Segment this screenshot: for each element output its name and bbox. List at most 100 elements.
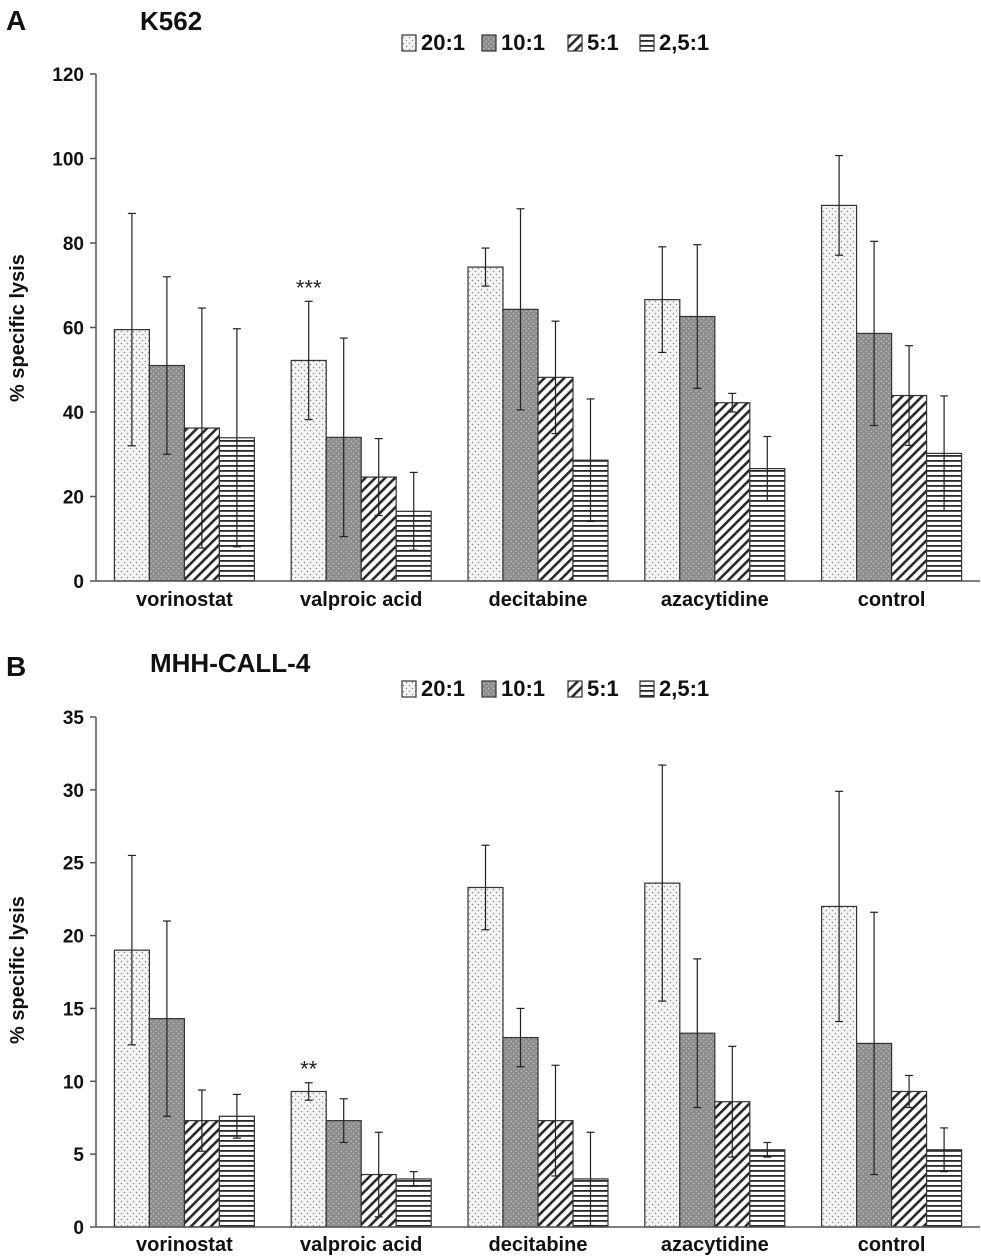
y-tick-label: 60	[63, 319, 84, 340]
legend: 20:1 10:1 5:1 2,5:1	[401, 30, 709, 55]
y-axis-ticks: 0 20 40 60 80 100 120	[52, 65, 96, 593]
category-label-azacytidine: azacytidine	[661, 589, 769, 611]
y-tick-label: 120	[52, 65, 84, 86]
legend-label: 20:1	[421, 30, 465, 55]
error-bar-azacytidine-5-1	[728, 1045, 737, 1158]
error-bar-azacytidine-20-1	[658, 246, 667, 354]
error-bar-azacytidine-20-1	[658, 764, 667, 1002]
category-label-valproic-acid: valproic acid	[300, 589, 422, 611]
legend-label: 5:1	[587, 676, 619, 701]
error-bar-decitabine-10-1	[516, 1007, 525, 1068]
panel-letter: A	[6, 5, 26, 36]
bar-azacytidine-5-1	[714, 402, 751, 582]
error-bar-azacytidine-10-1	[693, 244, 702, 389]
y-tick-label: 15	[63, 999, 85, 1020]
axes	[95, 74, 980, 582]
y-axis-label: % specific lysis	[7, 254, 29, 402]
axes	[95, 717, 980, 1228]
error-bar-decitabine-5-1	[551, 1064, 560, 1177]
panel-letter: B	[6, 651, 26, 682]
error-bar-valproic-acid-2-5-1	[409, 471, 418, 551]
legend-swatch	[639, 680, 655, 698]
error-bar-vorinostat-20-1	[127, 212, 136, 447]
legend-label: 20:1	[421, 676, 465, 701]
error-bar-control-5-1	[905, 345, 914, 446]
legend-label: 10:1	[501, 676, 545, 701]
y-tick-label: 40	[63, 403, 84, 424]
category-label-vorinostat: vorinostat	[136, 589, 233, 611]
error-bar-vorinostat-10-1	[162, 276, 171, 455]
legend-item-5-1: 5:1	[567, 676, 619, 701]
legend-swatch	[567, 680, 583, 698]
legend: 20:1 10:1 5:1 2,5:1	[401, 676, 709, 701]
y-tick-label: 20	[63, 488, 84, 509]
error-bar-valproic-acid-10-1	[339, 337, 348, 538]
error-bar-decitabine-20-1	[481, 247, 490, 287]
error-bar-decitabine-10-1	[516, 208, 525, 411]
annotations: **	[300, 1057, 318, 1082]
error-bar-control-5-1	[905, 1074, 914, 1109]
error-bar-decitabine-5-1	[551, 320, 560, 435]
error-bar-azacytidine-2-5-1	[763, 435, 772, 502]
error-bar-decitabine-2-5-1	[586, 1131, 595, 1227]
y-tick-label: 35	[63, 708, 85, 729]
error-bar-azacytidine-2-5-1	[763, 1141, 772, 1158]
legend-swatch	[481, 34, 497, 52]
legend-label: 2,5:1	[659, 30, 709, 55]
category-label-control: control	[858, 589, 926, 611]
error-bar-vorinostat-10-1	[162, 920, 171, 1117]
bar-decitabine-10-1	[502, 1036, 539, 1228]
error-bar-control-20-1	[835, 790, 844, 1023]
legend-swatch	[639, 34, 655, 52]
bar-azacytidine-2-5-1	[749, 1149, 786, 1228]
legend-item-20-1: 20:1	[401, 676, 465, 701]
legend-swatch	[567, 34, 583, 52]
error-bar-azacytidine-5-1	[728, 392, 737, 413]
chart-panel-b: B MHH-CALL-4 20:1 10:1 5:1 2,5:1 % specific…	[6, 648, 980, 1256]
error-bar-control-2-5-1	[940, 1127, 949, 1173]
legend-label: 10:1	[501, 30, 545, 55]
legend-item-2-5-1: 2,5:1	[639, 676, 709, 701]
legend-swatch	[481, 680, 497, 698]
y-tick-label: 100	[52, 150, 84, 171]
chart-panel-a: A K562 20:1 10:1 5:1 2,5:1 % specific lysis…	[6, 5, 980, 611]
y-tick-label: 25	[63, 854, 85, 875]
y-tick-label: 0	[73, 572, 84, 593]
error-bar-control-20-1	[835, 154, 844, 256]
legend-item-20-1: 20:1	[401, 30, 465, 55]
significance-marker: **	[300, 1057, 318, 1082]
category-labels: vorinostat valproic acid decitabine azacyti…	[136, 1234, 925, 1256]
bars	[113, 154, 963, 582]
significance-marker: ***	[296, 275, 322, 300]
error-bar-decitabine-2-5-1	[586, 398, 595, 523]
error-bar-vorinostat-5-1	[197, 307, 206, 549]
category-label-decitabine: decitabine	[489, 589, 588, 611]
y-tick-label: 20	[63, 927, 84, 948]
y-tick-label: 30	[63, 781, 84, 802]
bar-valproic-acid-20-1	[290, 1090, 327, 1228]
legend-item-2-5-1: 2,5:1	[639, 30, 709, 55]
y-axis-ticks: 0 5 10 15 20 25 30 35	[63, 708, 96, 1239]
legend-label: 2,5:1	[659, 676, 709, 701]
error-bar-valproic-acid-5-1	[374, 1131, 383, 1218]
category-label-vorinostat: vorinostat	[136, 1234, 233, 1256]
error-bar-valproic-acid-10-1	[339, 1098, 348, 1144]
legend-item-10-1: 10:1	[481, 30, 545, 55]
legend-item-10-1: 10:1	[481, 676, 545, 701]
error-bar-valproic-acid-2-5-1	[409, 1171, 418, 1187]
error-bar-control-10-1	[870, 240, 879, 427]
category-label-decitabine: decitabine	[489, 1234, 588, 1256]
chart-title: MHH-CALL-4	[150, 648, 311, 678]
error-bar-valproic-acid-20-1	[304, 300, 313, 421]
error-bar-vorinostat-2-5-1	[232, 1093, 241, 1139]
chart-title: K562	[140, 6, 202, 36]
error-bar-valproic-acid-5-1	[374, 438, 383, 517]
category-label-valproic-acid: valproic acid	[300, 1234, 422, 1256]
bar-decitabine-20-1	[467, 266, 504, 582]
y-tick-label: 80	[63, 234, 84, 255]
category-labels: vorinostat valproic acid decitabine azacyti…	[136, 589, 925, 611]
error-bar-vorinostat-2-5-1	[232, 328, 241, 548]
error-bar-valproic-acid-20-1	[304, 1082, 313, 1101]
bar-control-5-1	[890, 1090, 928, 1228]
